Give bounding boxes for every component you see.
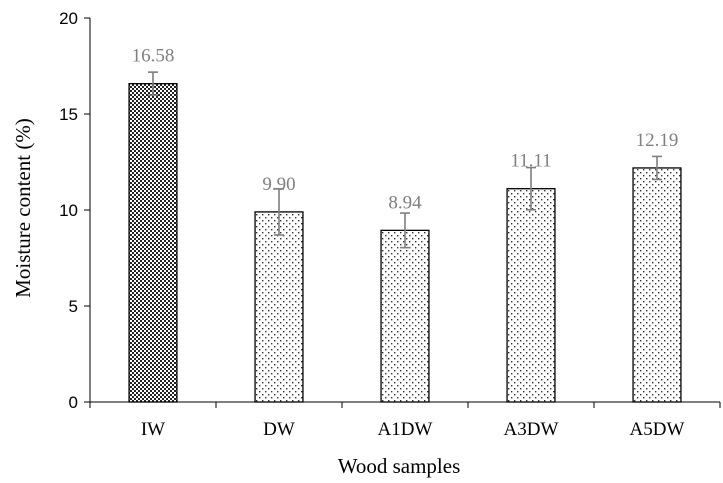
data-label-iw: 16.58 [132, 46, 175, 67]
bar-a5dw [632, 167, 682, 403]
y-tick-label: 15 [59, 105, 78, 124]
x-axis-title: Wood samples [338, 454, 461, 478]
bar-a3dw [506, 188, 556, 403]
y-tick-label: 5 [69, 297, 78, 316]
x-tick-label-a3dw: A3DW [504, 419, 559, 440]
y-axis-ticks: 0 5 10 15 20 [59, 9, 90, 412]
bar-iw [128, 83, 178, 403]
data-label-a1dw: 8.94 [388, 192, 422, 213]
data-label-a5dw: 12.19 [636, 130, 679, 151]
y-tick-label: 10 [59, 201, 78, 220]
x-tick-label-a1dw: A1DW [378, 419, 433, 440]
data-label-dw: 9.90 [262, 174, 295, 195]
y-tick-label: 20 [59, 9, 78, 28]
data-label-a3dw: 11.11 [510, 151, 551, 172]
x-tick-label-dw: DW [263, 419, 295, 440]
y-tick-label: 0 [69, 393, 78, 412]
bars: 16.58 9.90 8.94 11.11 12.19 [128, 46, 682, 403]
x-tick-label-a5dw: A5DW [630, 419, 685, 440]
x-tick-label-iw: IW [141, 419, 165, 440]
bar-a1dw [380, 229, 430, 403]
bar-dw [254, 211, 304, 403]
x-axis-tick-labels: IW DW A1DW A3DW A5DW [89, 402, 721, 440]
y-axis-title: Moisture content (%) [11, 118, 35, 298]
